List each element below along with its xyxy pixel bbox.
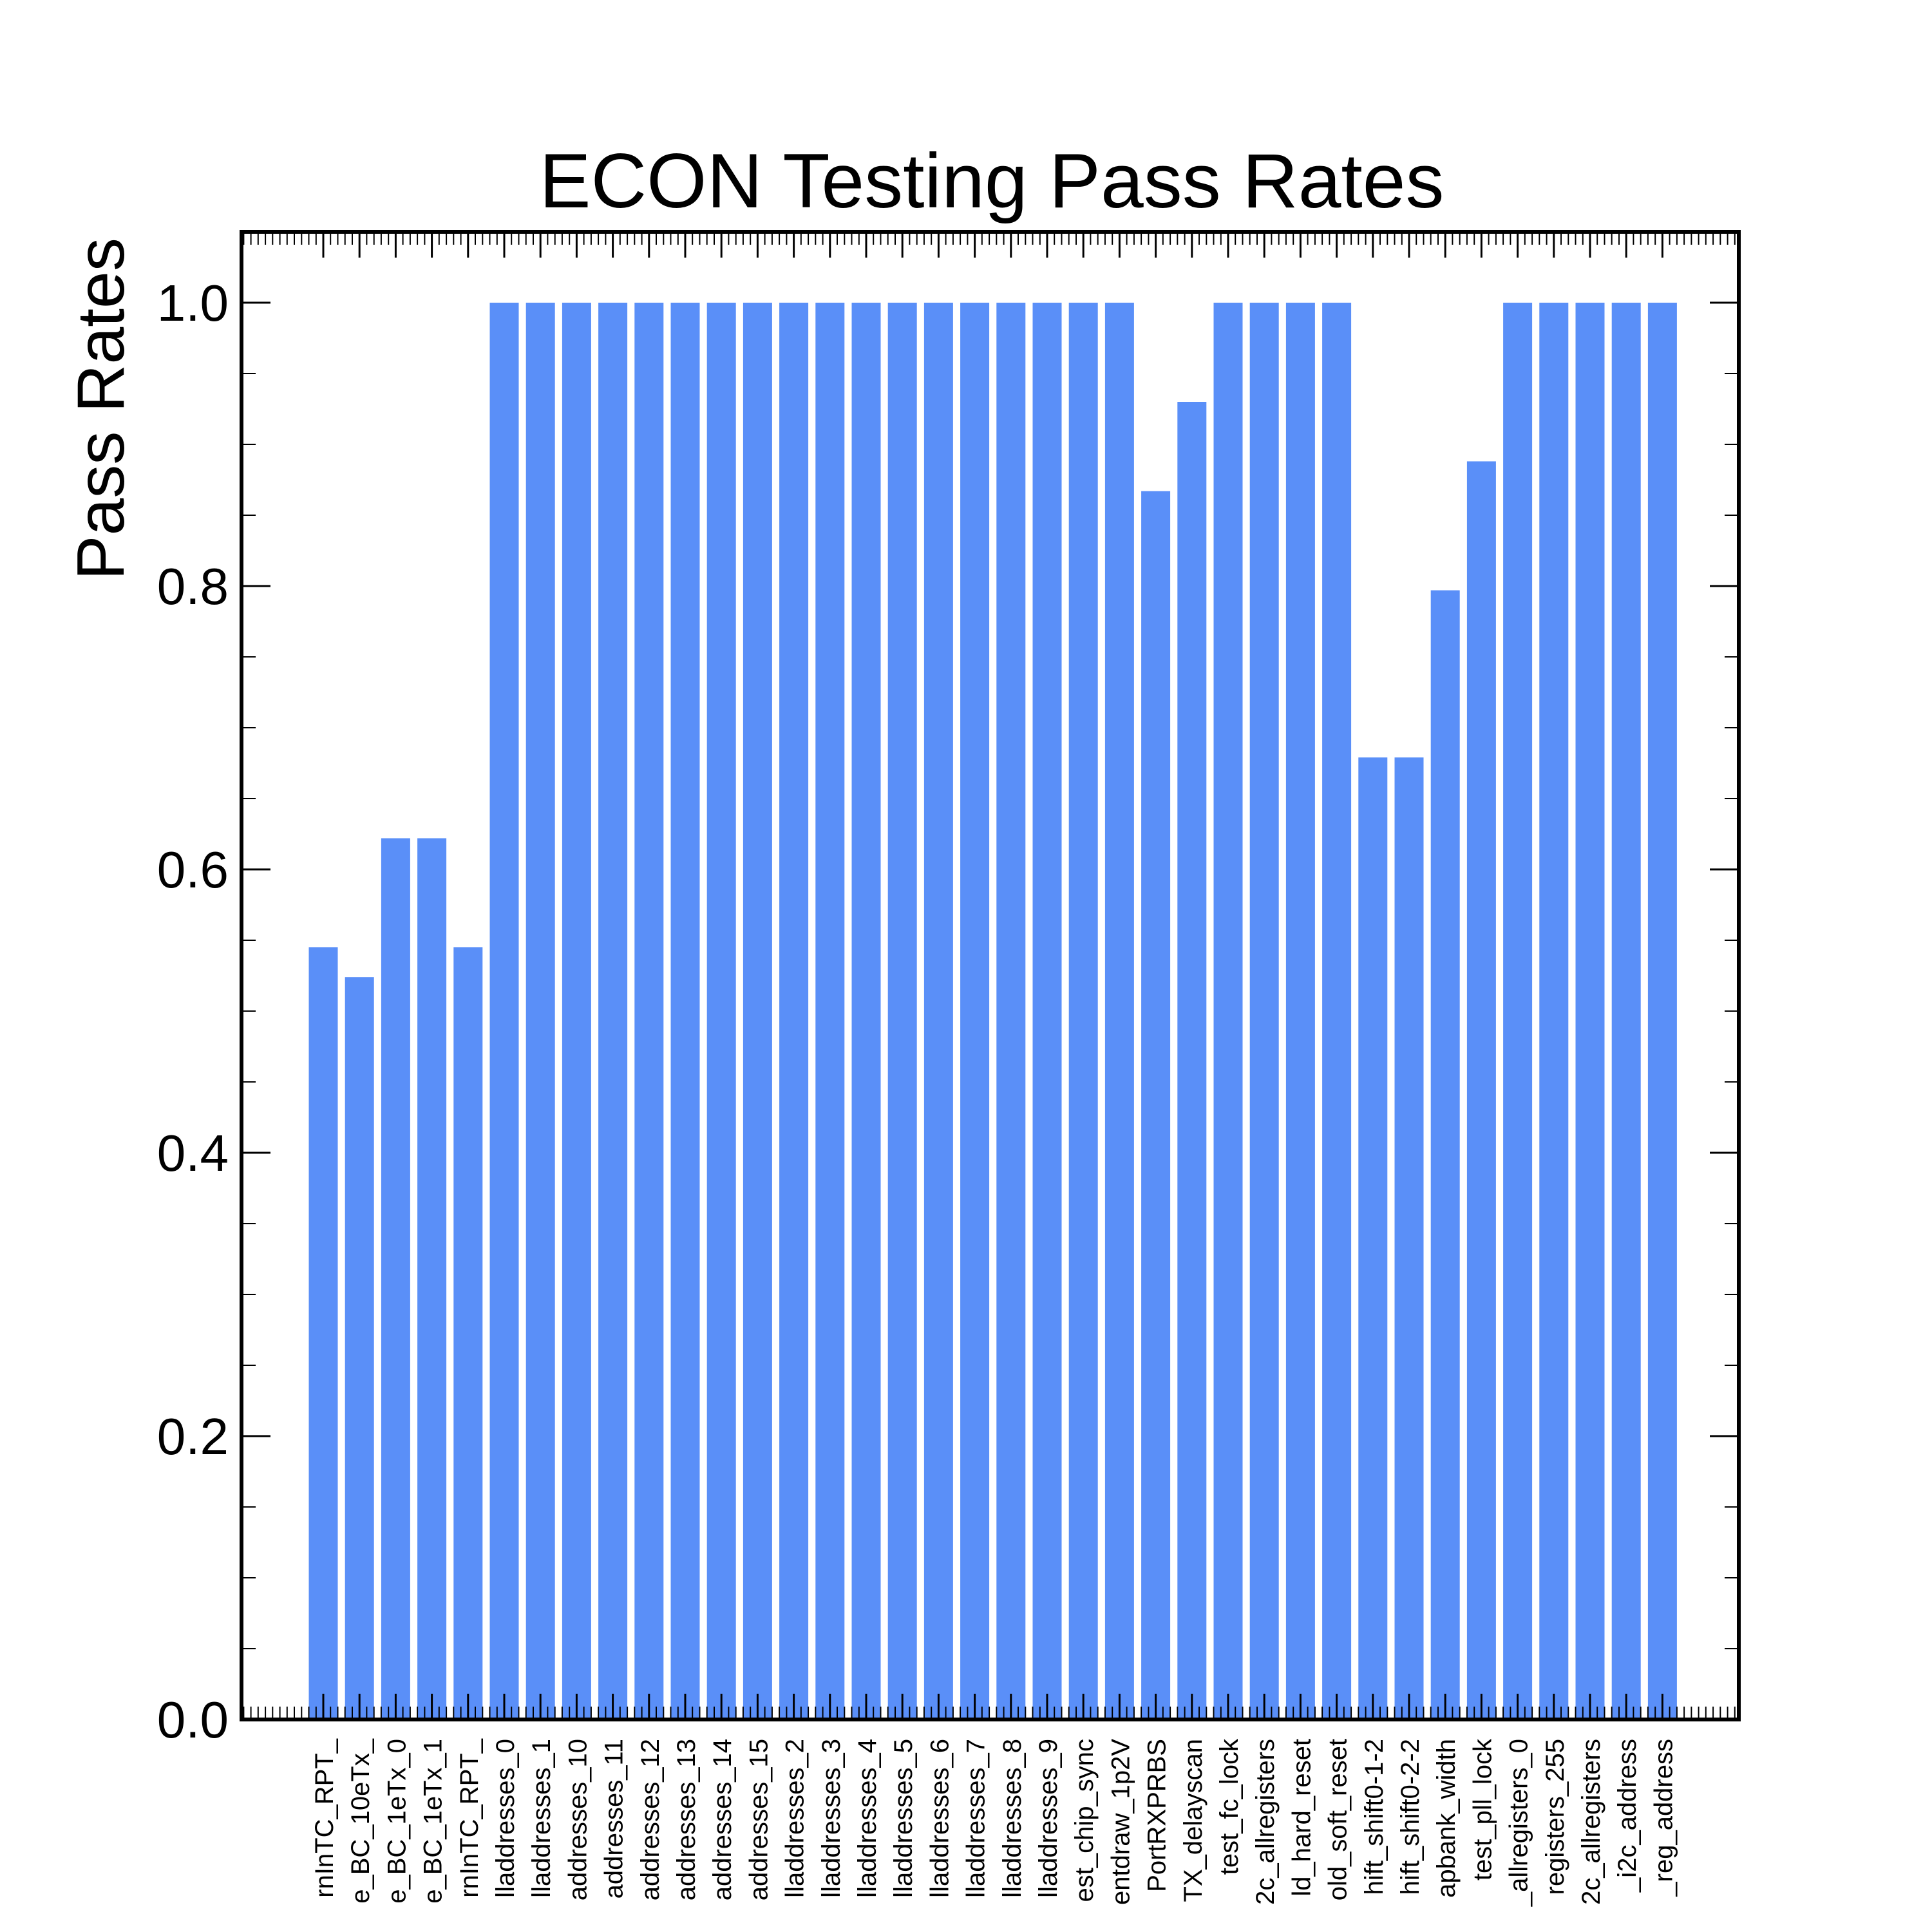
bar: [1104, 303, 1134, 1719]
x-tick-label: lladdresses_0: [491, 1739, 520, 1898]
chart-title: ECON Testing Pass Rates: [539, 138, 1444, 224]
bar: [526, 303, 555, 1719]
x-tick-label: entdraw_1p2V: [1106, 1739, 1135, 1905]
x-tick-label: PortRXPRBS: [1143, 1739, 1171, 1892]
x-tick-label: hift_shift0-2-2: [1396, 1739, 1425, 1895]
x-tick-label: rnInTC_RPT_: [455, 1738, 484, 1897]
bar: [1430, 590, 1460, 1719]
x-tick-label: old_soft_reset: [1324, 1739, 1352, 1900]
x-tick-label: addresses_13: [672, 1739, 701, 1900]
bar: [598, 303, 628, 1719]
x-tick-label: TX_delayscan: [1179, 1739, 1208, 1902]
x-tick-label: apbank_width: [1432, 1739, 1461, 1898]
y-tick-label: 0.4: [157, 1124, 229, 1182]
x-tick-label: lladdresses_9: [1034, 1739, 1063, 1898]
bar: [1394, 757, 1424, 1719]
x-tick-label: addresses_12: [636, 1739, 665, 1900]
x-tick-label: lladdresses_5: [889, 1739, 918, 1898]
x-tick-label: lladdresses_6: [925, 1739, 954, 1898]
bar: [1213, 303, 1243, 1719]
bar: [1249, 303, 1279, 1719]
bar: [1177, 402, 1207, 1719]
x-tick-label: registers_255: [1541, 1739, 1569, 1895]
x-tick-label: lladdresses_4: [853, 1739, 882, 1898]
plot-frame: [240, 230, 1741, 1721]
x-tick-label: addresses_11: [600, 1739, 629, 1899]
bar: [1032, 303, 1062, 1719]
bar: [562, 303, 591, 1719]
bar: [1539, 303, 1569, 1719]
bar: [345, 977, 374, 1719]
bar: [1358, 757, 1388, 1719]
x-tick-label: rnInTC_RPT_: [310, 1738, 339, 1897]
bar: [634, 303, 664, 1719]
x-tick-label: _reg_address: [1649, 1739, 1678, 1897]
bar: [1068, 303, 1098, 1719]
x-tick-label: lladdresses_2: [781, 1739, 810, 1898]
x-tick-label: _i2c_address: [1613, 1739, 1642, 1893]
y-axis-label: Pass Rates: [64, 238, 138, 580]
bar: [851, 303, 881, 1719]
bar: [308, 947, 338, 1719]
x-tick-label: e_BC_10eTx_: [346, 1738, 375, 1903]
y-tick-label: 0.2: [157, 1408, 229, 1465]
bar: [1611, 303, 1641, 1719]
x-tick-label: est_chip_sync: [1070, 1739, 1099, 1902]
bar: [489, 303, 519, 1719]
bar: [381, 838, 410, 1719]
bar: [996, 303, 1026, 1719]
x-tick-label: addresses_15: [744, 1739, 773, 1900]
x-tick-label: lladdresses_7: [962, 1739, 990, 1898]
bar: [887, 303, 917, 1719]
bar: [1466, 461, 1496, 1719]
bar: [815, 303, 845, 1719]
x-tick-label: lladdresses_3: [817, 1739, 846, 1898]
bar: [960, 303, 990, 1719]
bar: [1141, 491, 1171, 1719]
x-tick-label: e_BC_1eTx_1: [419, 1739, 448, 1904]
x-tick-label: 2c_allregisters: [1577, 1739, 1605, 1905]
bar: [1285, 303, 1315, 1719]
y-tick-label: 0.0: [157, 1691, 229, 1748]
y-tick-label: 1.0: [157, 274, 229, 332]
y-axis-ticks: 0.0 0.2 0.4 0.6 0.8 1.0: [157, 274, 1739, 1748]
bar: [1575, 303, 1605, 1719]
x-tick-label: addresses_10: [564, 1739, 592, 1900]
bar: [1503, 303, 1533, 1719]
y-tick-label: 0.8: [157, 558, 229, 615]
x-tick-label: lladdresses_8: [998, 1739, 1027, 1898]
bar: [706, 303, 736, 1719]
bars-group: [308, 303, 1677, 1719]
y-tick-label: 0.6: [157, 841, 229, 898]
bar: [1647, 303, 1677, 1719]
x-tick-label: test_fc_lock: [1215, 1738, 1244, 1875]
bar: [923, 303, 953, 1719]
bar: [453, 947, 483, 1719]
x-tick-label: e_BC_1eTx_0: [383, 1739, 411, 1904]
x-tick-label: _allregisters_0: [1505, 1739, 1533, 1907]
x-axis-ticks: rnInTC_RPT_ e_BC_10eTx_ e_BC_1eTx_0 e_BC_1e…: [310, 232, 1678, 1907]
bar: [670, 303, 700, 1719]
x-tick-label: lladdresses_1: [527, 1739, 556, 1898]
bar: [743, 303, 772, 1719]
x-tick-label: addresses_14: [708, 1739, 737, 1900]
x-tick-label: test_pll_lock: [1468, 1738, 1497, 1880]
x-tick-label: hift_shift0-1-2: [1360, 1739, 1388, 1895]
bar: [779, 303, 809, 1719]
bar: [417, 838, 447, 1719]
bar: [1322, 303, 1352, 1719]
x-tick-label: 2c_allregisters: [1251, 1739, 1280, 1905]
x-tick-label: ld_hard_reset: [1287, 1739, 1316, 1897]
